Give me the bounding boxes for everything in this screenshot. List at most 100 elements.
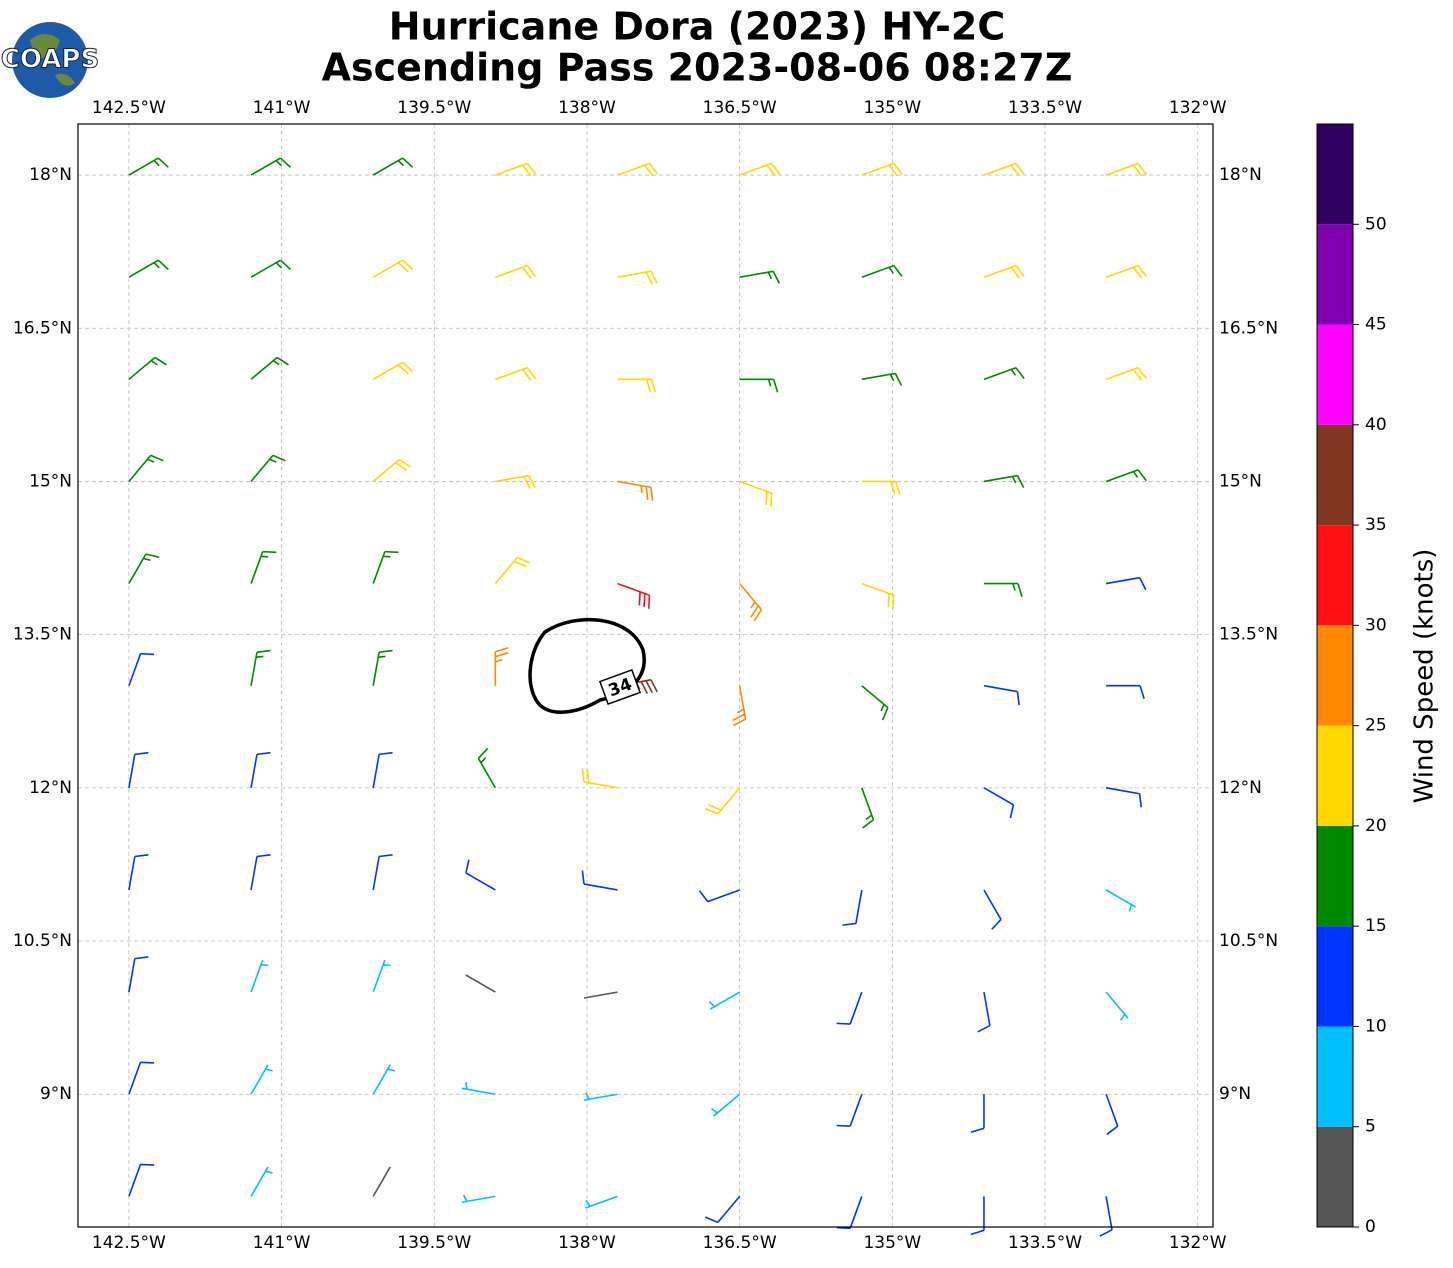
- wind-barb: [970, 1094, 985, 1133]
- x-tick-label: 138°W: [558, 1233, 616, 1253]
- wind-barb: [1105, 469, 1147, 483]
- wind-barb: [372, 458, 412, 483]
- wind-barb: [128, 553, 160, 584]
- wind-barb: [583, 991, 618, 999]
- wind-barb: [1105, 576, 1147, 591]
- y-tick-label: 18°N: [1219, 165, 1262, 185]
- logo: COAPS: [0, 22, 100, 98]
- y-tick-label: 16.5°N: [13, 318, 72, 338]
- wind-barb: [494, 556, 531, 585]
- y-tick-label: 9°N: [1219, 1084, 1251, 1104]
- wind-barb: [983, 366, 1025, 381]
- wind-barb: [372, 259, 414, 278]
- colorbar-tick-label: 45: [1365, 315, 1387, 335]
- wind-barb: [1105, 1093, 1119, 1136]
- x-tick-label: 141°W: [253, 98, 311, 118]
- wind-barb: [581, 870, 618, 891]
- chart-title: Hurricane Dora (2023) HY-2C: [389, 5, 1005, 49]
- wind-barb: [250, 649, 271, 686]
- colorbar-bin: [1317, 525, 1353, 626]
- colorbar-tick-label: 0: [1365, 1217, 1376, 1237]
- colorbar-frame: [1316, 123, 1354, 1228]
- wind-barb: [495, 162, 537, 177]
- wind-barb: [461, 1081, 496, 1096]
- wind-barb: [836, 1196, 863, 1230]
- wind-barb: [250, 550, 277, 584]
- wind-barb: [372, 157, 414, 176]
- wind-barb: [372, 550, 399, 584]
- x-tick-label: 142.5°W: [92, 1233, 166, 1253]
- y-tick-label: 16.5°N: [1219, 318, 1278, 338]
- wind-barb: [250, 959, 269, 993]
- wind-barb: [250, 854, 271, 891]
- x-tick-label: 135°W: [863, 1233, 921, 1253]
- wind-barb: [372, 361, 414, 381]
- wind-barb: [617, 162, 659, 177]
- wind-barb: [477, 747, 497, 789]
- logo-land: [30, 34, 75, 86]
- contour-label-box: 34: [598, 668, 642, 706]
- y-tick-label: 13.5°N: [1219, 625, 1278, 645]
- x-tick-label: 136.5°W: [703, 1233, 777, 1253]
- wind-barb: [698, 889, 740, 903]
- wind-barb: [861, 264, 903, 278]
- wind-barb: [836, 1093, 863, 1127]
- wind-barb: [461, 1194, 496, 1204]
- map: [78, 124, 1213, 1237]
- wind-barb: [372, 959, 391, 993]
- colorbar-label: Wind Speed (knots): [1410, 549, 1440, 804]
- x-tick-label: 138°W: [558, 98, 616, 118]
- wind-barb: [983, 264, 1025, 279]
- wind-barb: [732, 685, 747, 727]
- wind-barb: [836, 991, 863, 1025]
- x-tick-label: 133.5°W: [1008, 98, 1082, 118]
- wind-barb: [583, 1092, 618, 1101]
- wind-barb: [250, 259, 292, 278]
- colorbar-bin: [1317, 124, 1353, 225]
- colorbar-bin: [1317, 324, 1353, 425]
- wind-barb: [704, 787, 741, 815]
- wind-barb: [861, 372, 903, 386]
- wind-barb: [495, 264, 537, 279]
- wind-barb: [983, 162, 1025, 177]
- colorbar: 0 5 10 15 20 25 30 35 40 45 50: [1316, 123, 1387, 1237]
- colorbar-tick-label: 30: [1365, 615, 1387, 635]
- colorbar-tick-label: 15: [1365, 916, 1387, 936]
- x-tick-label: 132°W: [1169, 1233, 1227, 1253]
- x-tick-label: 139.5°W: [397, 1233, 471, 1253]
- y-tick-label: 12°N: [29, 778, 72, 798]
- wind-barb: [465, 974, 496, 993]
- chart-subtitle: Ascending Pass 2023-08-06 08:27Z: [322, 46, 1073, 90]
- wind-barb: [983, 889, 1002, 930]
- x-tick-label: 142.5°W: [92, 98, 166, 118]
- wind-barb: [983, 684, 1020, 706]
- colorbar-bin: [1317, 224, 1353, 325]
- wind-barb: [739, 270, 781, 284]
- y-tick-label: 15°N: [29, 471, 72, 491]
- wind-barb: [465, 859, 496, 891]
- wind-barb: [708, 991, 741, 1010]
- colorbar-tick-label: 35: [1365, 515, 1387, 535]
- wind-barb: [1106, 684, 1145, 699]
- wind-barb: [1105, 787, 1143, 808]
- contour-label-bg: [598, 668, 642, 706]
- wind-barb: [128, 259, 169, 278]
- colorbar-bin: [1317, 1026, 1353, 1127]
- wind-barb: [617, 378, 657, 393]
- wind-barb: [739, 378, 779, 393]
- wind-barb: [494, 646, 509, 686]
- wind-barb: [128, 1163, 155, 1197]
- wind-barb: [739, 583, 763, 622]
- wind-barb: [495, 366, 537, 381]
- wind-barb: [585, 1195, 618, 1209]
- wind-barb: [983, 474, 1025, 489]
- map-frame: [77, 123, 1214, 1228]
- x-tick-label: 135°W: [863, 98, 921, 118]
- x-tick-label: 139.5°W: [397, 98, 471, 118]
- colorbar-tick-label: 50: [1365, 214, 1387, 234]
- wind-barb: [372, 1064, 395, 1095]
- wind-barb: [581, 768, 618, 789]
- y-tick-label: 12°N: [1219, 778, 1262, 798]
- wind-barb: [128, 854, 149, 891]
- wind-barb: [861, 787, 875, 829]
